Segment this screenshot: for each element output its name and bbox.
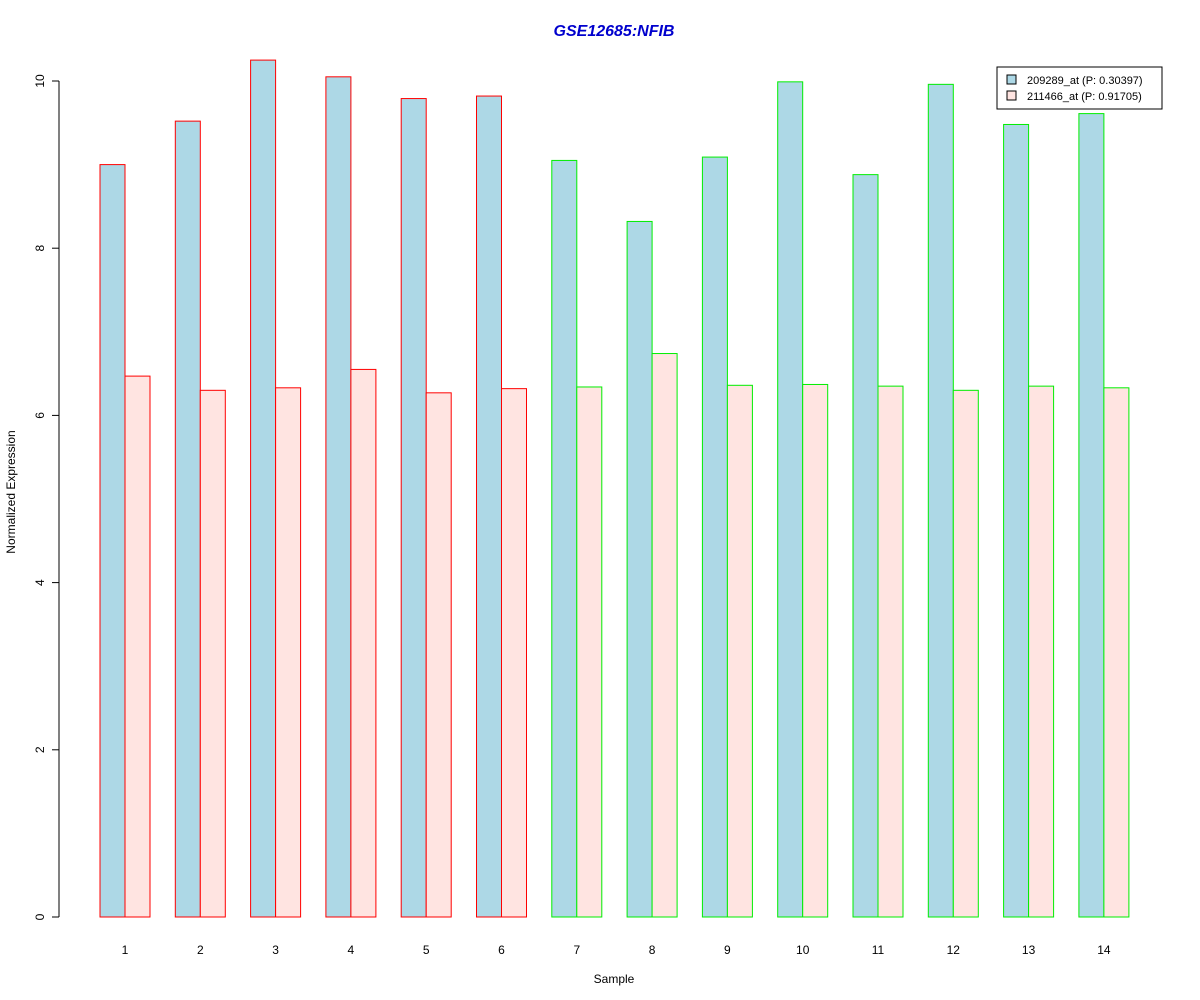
x-axis-title: Sample bbox=[594, 972, 635, 986]
x-tick-label: 9 bbox=[724, 943, 731, 957]
legend-swatch-211466-at bbox=[1006, 90, 1017, 101]
bar-sample-10-series-2 bbox=[802, 383, 829, 918]
bar-sample-5-series-1 bbox=[400, 98, 427, 918]
bar-sample-13-series-2 bbox=[1028, 385, 1055, 918]
x-tick-label: 1 bbox=[122, 943, 129, 957]
bar-sample-3-series-1 bbox=[250, 59, 277, 918]
bar-sample-2-series-1 bbox=[174, 120, 201, 918]
bar-sample-4-series-2 bbox=[350, 368, 377, 918]
bar-sample-8-series-2 bbox=[651, 353, 678, 918]
bar-sample-13-series-1 bbox=[1003, 123, 1030, 918]
x-tick-label: 13 bbox=[1022, 943, 1036, 957]
bar-sample-4-series-1 bbox=[325, 76, 352, 918]
legend-label-209289-at: 209289_at (P: 0.30397) bbox=[1027, 75, 1143, 87]
x-tick-label: 2 bbox=[197, 943, 204, 957]
y-tick-label: 0 bbox=[33, 913, 47, 920]
x-tick-label: 5 bbox=[423, 943, 430, 957]
legend-box bbox=[996, 66, 1163, 110]
y-axis: 0 2 4 6 8 10 bbox=[33, 74, 60, 920]
x-tick-label: 6 bbox=[498, 943, 505, 957]
bar-sample-12-series-2 bbox=[952, 389, 979, 918]
bar-sample-9-series-2 bbox=[726, 384, 753, 918]
y-tick-label: 4 bbox=[33, 579, 47, 586]
bar-sample-5-series-2 bbox=[425, 392, 452, 918]
bar-sample-7-series-1 bbox=[551, 159, 578, 918]
bar-sample-14-series-1 bbox=[1078, 113, 1105, 918]
y-tick-label: 2 bbox=[33, 746, 47, 753]
x-tick-label: 7 bbox=[573, 943, 580, 957]
x-tick-label: 8 bbox=[649, 943, 656, 957]
legend-label-211466-at: 211466_at (P: 0.91705) bbox=[1027, 91, 1142, 103]
bar-sample-7-series-2 bbox=[576, 386, 603, 918]
legend-swatch-209289-at bbox=[1006, 74, 1017, 85]
x-tick-label: 12 bbox=[947, 943, 961, 957]
legend: 209289_at (P: 0.30397) 211466_at (P: 0.9… bbox=[996, 66, 1163, 110]
bar-sample-1-series-2 bbox=[124, 375, 151, 918]
bar-sample-6-series-1 bbox=[476, 95, 502, 918]
bar-sample-11-series-1 bbox=[852, 174, 879, 918]
y-tick-label: 10 bbox=[33, 74, 47, 88]
bar-sample-8-series-1 bbox=[626, 220, 653, 918]
x-tick-label: 3 bbox=[272, 943, 279, 957]
x-tick-label: 14 bbox=[1097, 943, 1111, 957]
bar-sample-6-series-2 bbox=[501, 388, 527, 918]
bar-sample-14-series-2 bbox=[1103, 387, 1130, 918]
y-axis-title: Normalized Expression bbox=[4, 430, 18, 553]
x-tick-label: 11 bbox=[872, 943, 885, 957]
x-tick-label: 10 bbox=[796, 943, 810, 957]
bar-sample-9-series-1 bbox=[701, 156, 728, 918]
bar-sample-12-series-1 bbox=[927, 83, 954, 918]
chart-title: GSE12685:NFIB bbox=[554, 23, 675, 40]
bar-sample-10-series-1 bbox=[777, 81, 804, 918]
bar-sample-11-series-2 bbox=[877, 385, 904, 918]
bar-sample-2-series-2 bbox=[199, 389, 226, 918]
bar-sample-3-series-2 bbox=[275, 387, 302, 918]
x-axis-labels: 1 2 3 4 5 6 7 8 9 10 11 12 13 14 bbox=[122, 943, 1111, 957]
x-tick-label: 4 bbox=[348, 943, 355, 957]
bar-sample-1-series-1 bbox=[99, 164, 126, 918]
y-tick-label: 8 bbox=[33, 245, 47, 252]
y-tick-label: 6 bbox=[33, 412, 47, 419]
bars bbox=[99, 59, 1130, 918]
